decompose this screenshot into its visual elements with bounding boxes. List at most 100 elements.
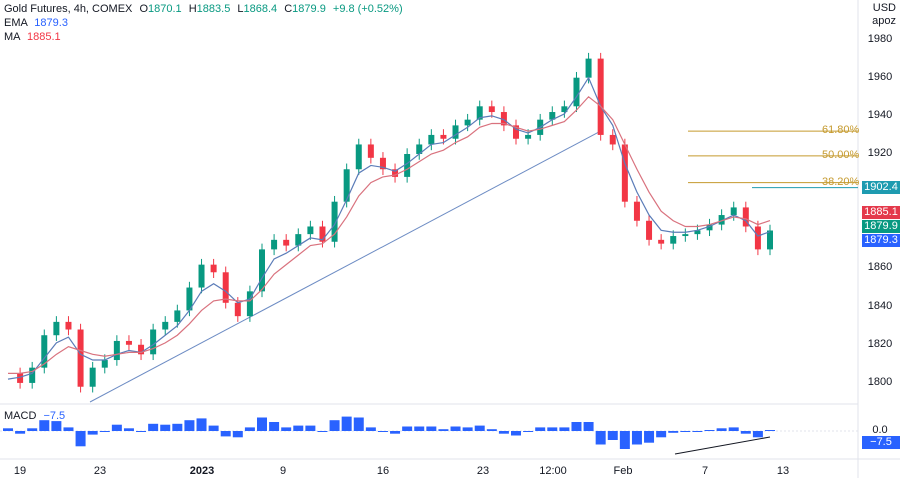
macd-bar [498,431,509,434]
x-tick-label: 2023 [189,465,215,477]
candle-body [464,119,471,126]
macd-bar [716,428,727,431]
candle-body [416,144,423,154]
candle-body [488,106,495,113]
candle-body [222,272,229,303]
macd-bar [232,431,243,438]
macd-bar [63,427,74,431]
candle-body [271,239,278,250]
macd-bar [15,431,26,434]
y-tick-label: 1920 [867,147,893,159]
instrument-title: Gold Futures, 4h, COMEX [4,3,133,15]
macd-bar [317,431,328,432]
candle-body [730,207,737,216]
candle-body [658,239,665,244]
macd-bar [474,425,485,431]
candle-body [597,58,604,135]
macd-bar [704,430,715,431]
y-tick-label: 1940 [867,108,893,121]
macd-bar [293,425,304,431]
ma-line [8,95,771,374]
candle-body [234,302,241,317]
macd-bar [752,431,763,438]
y-tick-label: 1980 [867,32,893,45]
candle-body [125,340,132,345]
macd-bar [535,427,546,431]
macd-bar [595,431,606,445]
candle-body [694,230,701,235]
candle-body [670,236,677,244]
macd-bar [462,427,473,431]
x-tick-label: 19 [13,465,27,477]
candle-body [150,329,157,355]
legend-title-row: Gold Futures, 4h, COMEX O1870.1 H1883.5 … [4,2,403,16]
y-tick-label: 1820 [867,337,893,350]
fib-level-label: 61.80% [822,124,860,137]
candle-body [210,264,217,273]
x-tick-label: 23 [476,465,490,477]
macd-bar [75,431,86,447]
candle-body [404,154,411,177]
candle-body [65,321,72,330]
ma-value: 1885.1 [26,31,61,43]
macd-bar [692,431,703,432]
chart-legend: Gold Futures, 4h, COMEX O1870.1 H1883.5 … [4,2,403,44]
candle-body [29,367,36,383]
candle-body [573,77,580,107]
candle-body [174,310,181,322]
close-tag: 1879.9 [862,220,900,233]
candle-body [500,112,507,126]
macd-bar [728,427,739,431]
macd-bar [196,418,207,431]
candle-body [440,134,447,139]
candle-body [138,344,145,355]
y-tick-label: 1840 [867,299,893,312]
macd-bar [607,431,618,440]
candle-body [198,264,205,288]
candle-body [41,335,48,368]
candle-body [113,340,120,361]
ema-tag: 1879.3 [862,234,900,247]
macd-bar [148,423,159,431]
macd-bar [87,431,98,435]
macd-bar [341,416,352,431]
legend-ma-row: MA 1885.1 [4,30,403,44]
ema-line [7,76,771,380]
macd-bar [486,429,497,431]
candle-body [646,220,653,240]
macd-bar [680,431,691,432]
y-tick-label: 1800 [867,375,893,388]
y-tick-label: 1960 [867,70,893,83]
candle-body [343,169,350,202]
macd-bar [220,431,231,437]
macd-zero-label: 0.0 [872,424,888,436]
ohlc-key-h: H [185,3,197,15]
candle-body [561,106,568,113]
ema-label: EMA [4,17,28,29]
macd-bar [402,426,413,431]
fib-level-label: 38.20% [822,175,860,188]
candle-body [476,106,483,120]
ohlc-value-o: 1870.1 [148,3,182,15]
macd-bar [244,427,255,431]
x-tick-label: 13 [776,465,790,477]
currency-label: USD [872,2,896,14]
price-change: +9.8 (+0.52%) [332,3,403,15]
macd-bar [511,431,521,436]
macd-bar [27,428,38,431]
macd-legend: MACD −7.5 [4,410,65,422]
macd-bar [353,417,364,431]
candle-body [259,249,265,292]
candle-body [246,291,253,317]
macd-bar [3,428,13,431]
macd-bar [438,429,449,431]
trend-line [89,130,601,403]
legend-ema-row: EMA 1879.3 [4,16,403,30]
ma-label: MA [4,31,20,43]
candle-body [379,157,386,170]
macd-bar [39,420,50,431]
macd-bar [208,425,219,431]
macd-bar [184,420,195,431]
